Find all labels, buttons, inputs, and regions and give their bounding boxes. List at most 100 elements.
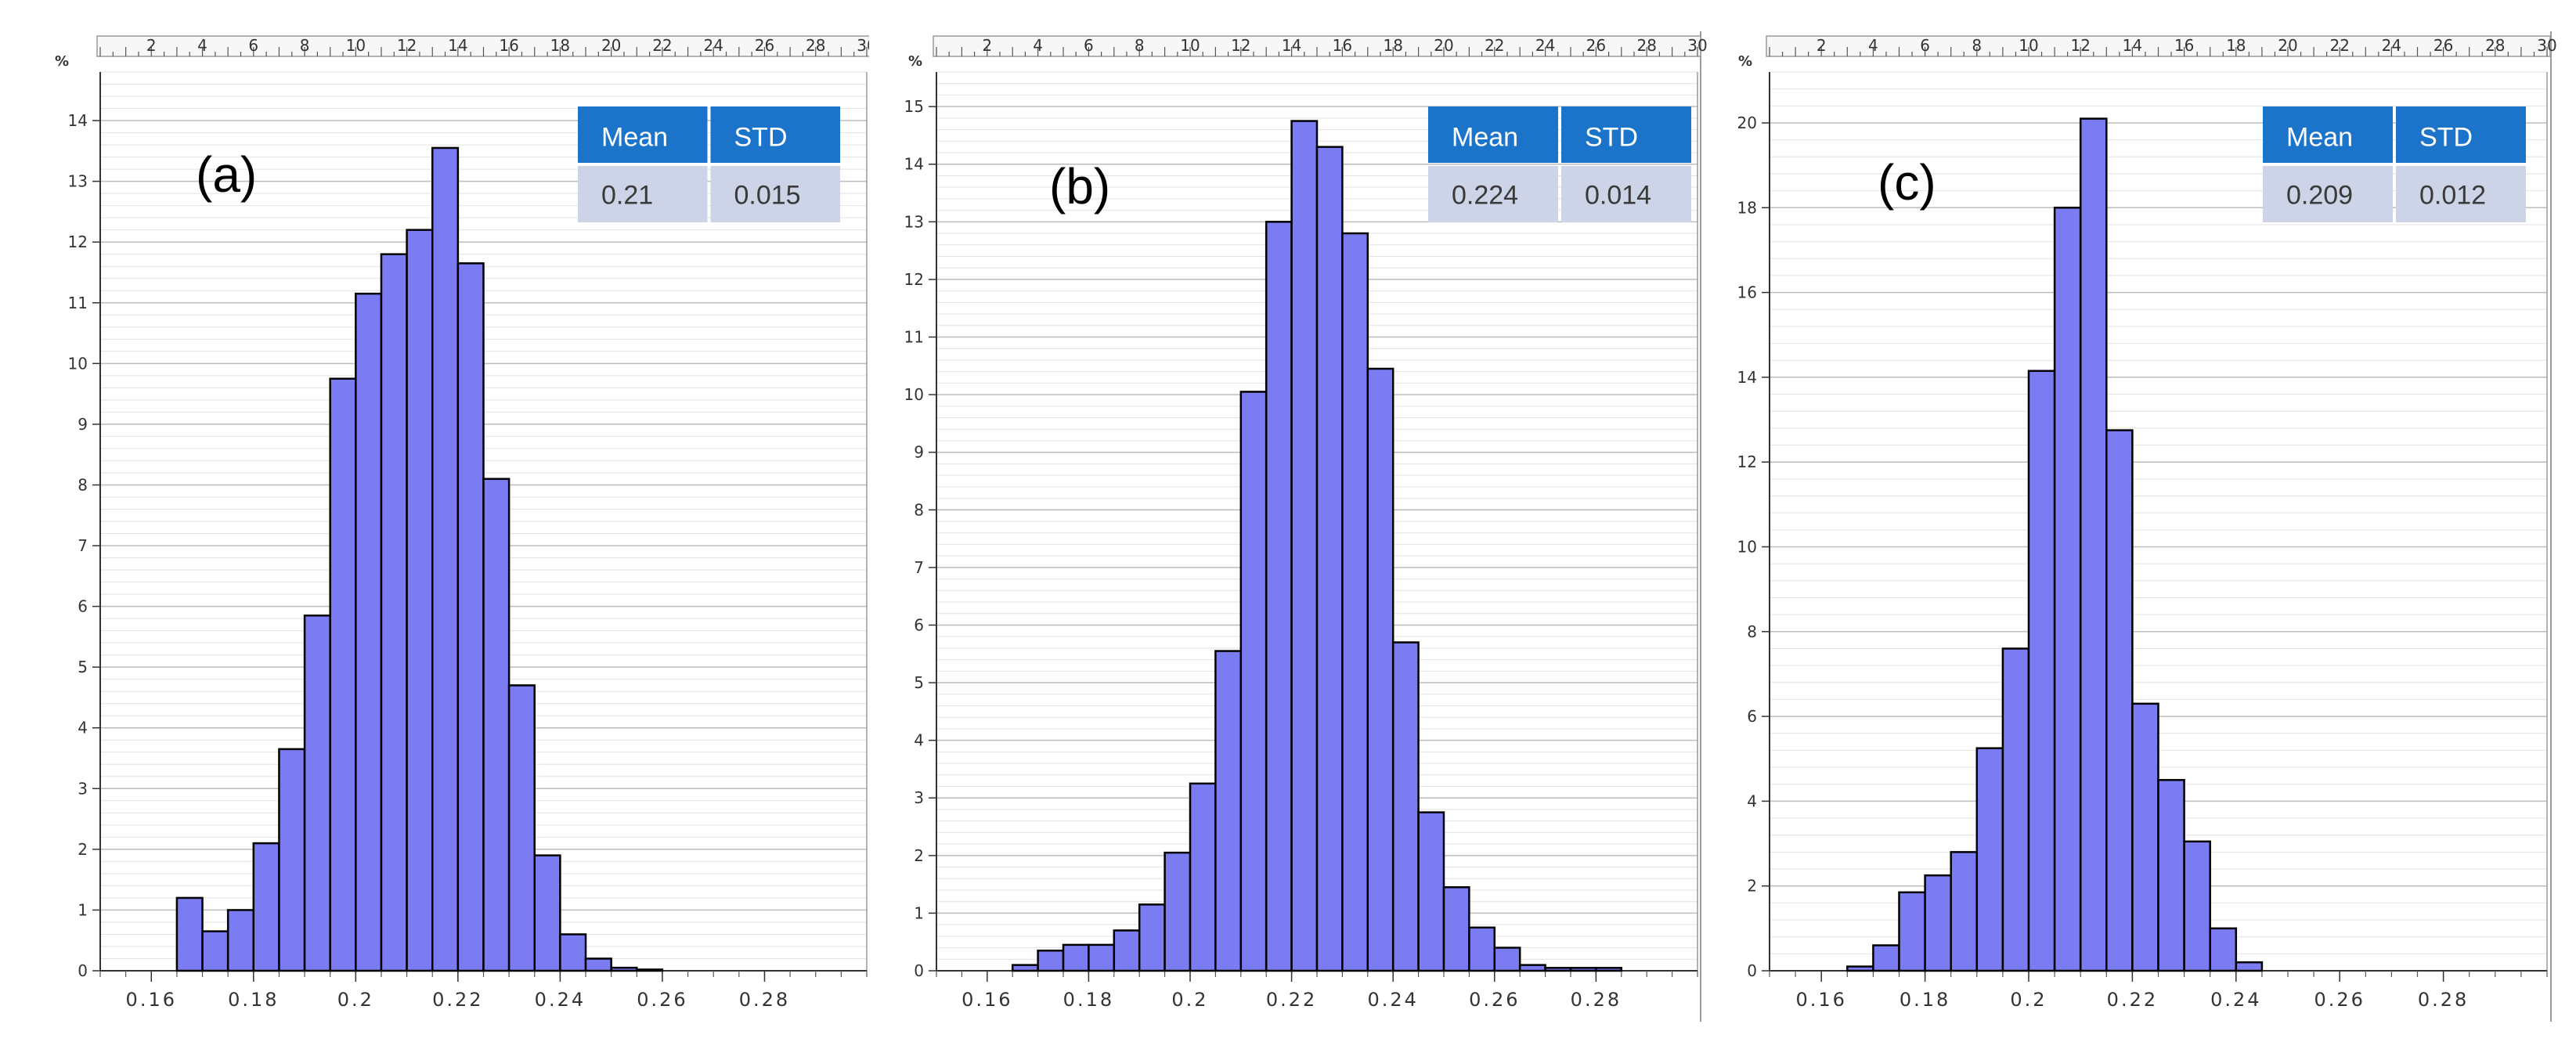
y-tick-label: 3 bbox=[78, 779, 88, 798]
histogram-bar bbox=[610, 966, 638, 972]
x-tick-label: 0.28 bbox=[2418, 989, 2469, 1011]
y-tick-label: 12 bbox=[1737, 452, 1757, 471]
histogram-bar bbox=[355, 292, 383, 972]
histogram-bar bbox=[2027, 370, 2056, 972]
histogram-bar bbox=[1290, 120, 1319, 972]
x-axis bbox=[99, 970, 868, 982]
top-tick-label: 26 bbox=[755, 36, 774, 55]
histogram-bar bbox=[1011, 964, 1039, 972]
histogram-bar bbox=[2105, 429, 2134, 972]
y-tick-label: 13 bbox=[68, 172, 88, 191]
top-tick-label: 8 bbox=[1135, 36, 1145, 55]
x-tick-label: 0.24 bbox=[2210, 989, 2261, 1011]
x-tick-label: 0.24 bbox=[1367, 989, 1418, 1011]
y-tick-label: 1 bbox=[78, 900, 88, 919]
stats-value-label: 0.224 bbox=[1452, 180, 1518, 210]
histogram-bar bbox=[1872, 944, 1900, 972]
top-tick-label: 28 bbox=[2485, 36, 2505, 55]
top-tick-label: 30 bbox=[2537, 36, 2556, 55]
stats-value-label: 0.209 bbox=[2286, 180, 2353, 210]
top-tick-label: 2 bbox=[146, 36, 157, 55]
top-tick-label: 22 bbox=[2329, 36, 2349, 55]
top-tick-label: 16 bbox=[2174, 36, 2194, 55]
y-tick-label: 12 bbox=[904, 270, 924, 289]
histogram-bar bbox=[303, 614, 331, 972]
panel-label: (c) bbox=[1878, 154, 1936, 211]
histogram-bar bbox=[175, 896, 204, 972]
top-tick-label: 30 bbox=[857, 36, 869, 55]
histogram-bar bbox=[380, 253, 408, 972]
histogram-bar bbox=[2157, 779, 2185, 972]
histogram-bar bbox=[1315, 146, 1344, 972]
stats-header-label: STD bbox=[1585, 122, 1638, 152]
histogram-bar bbox=[2079, 117, 2108, 972]
x-tick-label: 0.26 bbox=[2314, 989, 2365, 1011]
histogram-bar bbox=[482, 478, 511, 972]
y-unit-label: % bbox=[908, 53, 922, 70]
top-tick-label: 18 bbox=[1383, 36, 1402, 55]
stats-value-cell bbox=[2396, 166, 2526, 222]
histogram-bar bbox=[1391, 641, 1420, 972]
y-tick-label: 7 bbox=[78, 536, 88, 555]
histogram-bar bbox=[2183, 840, 2211, 972]
x-tick-label: 0.16 bbox=[1795, 989, 1846, 1011]
histogram-bar bbox=[533, 854, 561, 972]
top-tick-label: 12 bbox=[1231, 36, 1250, 55]
x-axis bbox=[1769, 970, 2548, 982]
x-tick-label: 0.18 bbox=[1900, 989, 1950, 1011]
y-tick-label: 15 bbox=[904, 97, 924, 116]
top-tick-label: 22 bbox=[1485, 36, 1504, 55]
panel-label: (b) bbox=[1049, 158, 1110, 215]
x-tick-label: 0.16 bbox=[126, 989, 177, 1011]
x-tick-label: 0.26 bbox=[1469, 989, 1520, 1011]
y-tick-label: 4 bbox=[1747, 791, 1757, 810]
y-tick-label: 0 bbox=[78, 961, 88, 980]
stats-table: Mean 0.209 STD 0.012 bbox=[2263, 106, 2526, 222]
top-tick-label: 12 bbox=[2070, 36, 2090, 55]
stats-header-cell bbox=[1428, 106, 1558, 163]
top-tick-label: 24 bbox=[2382, 36, 2401, 55]
x-tick-label: 0.24 bbox=[535, 989, 586, 1011]
histogram-bar bbox=[278, 748, 306, 972]
top-tick-label: 18 bbox=[550, 36, 570, 55]
stats-value-cell bbox=[710, 166, 840, 222]
x-tick-label: 0.22 bbox=[432, 989, 483, 1011]
x-tick-label: 0.2 bbox=[337, 989, 374, 1011]
y-tick-label: 8 bbox=[914, 500, 924, 519]
x-axis bbox=[936, 970, 1698, 982]
top-tick-label: 6 bbox=[248, 36, 258, 55]
top-tick-label: 8 bbox=[300, 36, 310, 55]
histogram-bar bbox=[1366, 367, 1394, 972]
histogram-bar bbox=[1924, 874, 1952, 972]
top-tick-label: 10 bbox=[1180, 36, 1200, 55]
histogram-bar bbox=[636, 968, 664, 972]
histogram-panel-b: 2 4 6 8 10 12 14 16 18 20 22 24 26 28 30%0123456789101… bbox=[904, 31, 1708, 1022]
histogram-bar bbox=[584, 957, 612, 972]
y-tick-label: 6 bbox=[78, 597, 88, 616]
stats-header-label: Mean bbox=[2286, 122, 2353, 152]
histogram-bar bbox=[1341, 232, 1369, 972]
y-unit-label: % bbox=[55, 53, 69, 70]
y-tick-label: 18 bbox=[1737, 198, 1757, 217]
stats-header-cell bbox=[578, 106, 708, 163]
top-tick-label: 6 bbox=[1920, 36, 1930, 55]
stats-header-label: Mean bbox=[601, 122, 668, 152]
stats-header-label: STD bbox=[2419, 122, 2473, 152]
histogram-bar bbox=[1442, 886, 1470, 972]
histogram-bar bbox=[1265, 221, 1293, 972]
stats-header-label: Mean bbox=[1452, 122, 1518, 152]
histogram-panel-a: 24681012141618202224262830%0123456789101… bbox=[55, 35, 869, 1011]
histogram-bar bbox=[406, 229, 434, 972]
histogram-bar bbox=[1088, 943, 1116, 972]
histogram-bar bbox=[559, 933, 587, 972]
top-tick-label: 8 bbox=[1972, 36, 1982, 55]
y-tick-label: 16 bbox=[1737, 283, 1757, 302]
histogram-bar bbox=[1417, 811, 1445, 972]
histogram-bar bbox=[1975, 747, 2004, 972]
top-tick-label: 20 bbox=[2278, 36, 2297, 55]
histogram-bar bbox=[2001, 647, 2030, 972]
top-tick-label: 26 bbox=[2433, 36, 2453, 55]
y-tick-label: 6 bbox=[1747, 707, 1757, 726]
